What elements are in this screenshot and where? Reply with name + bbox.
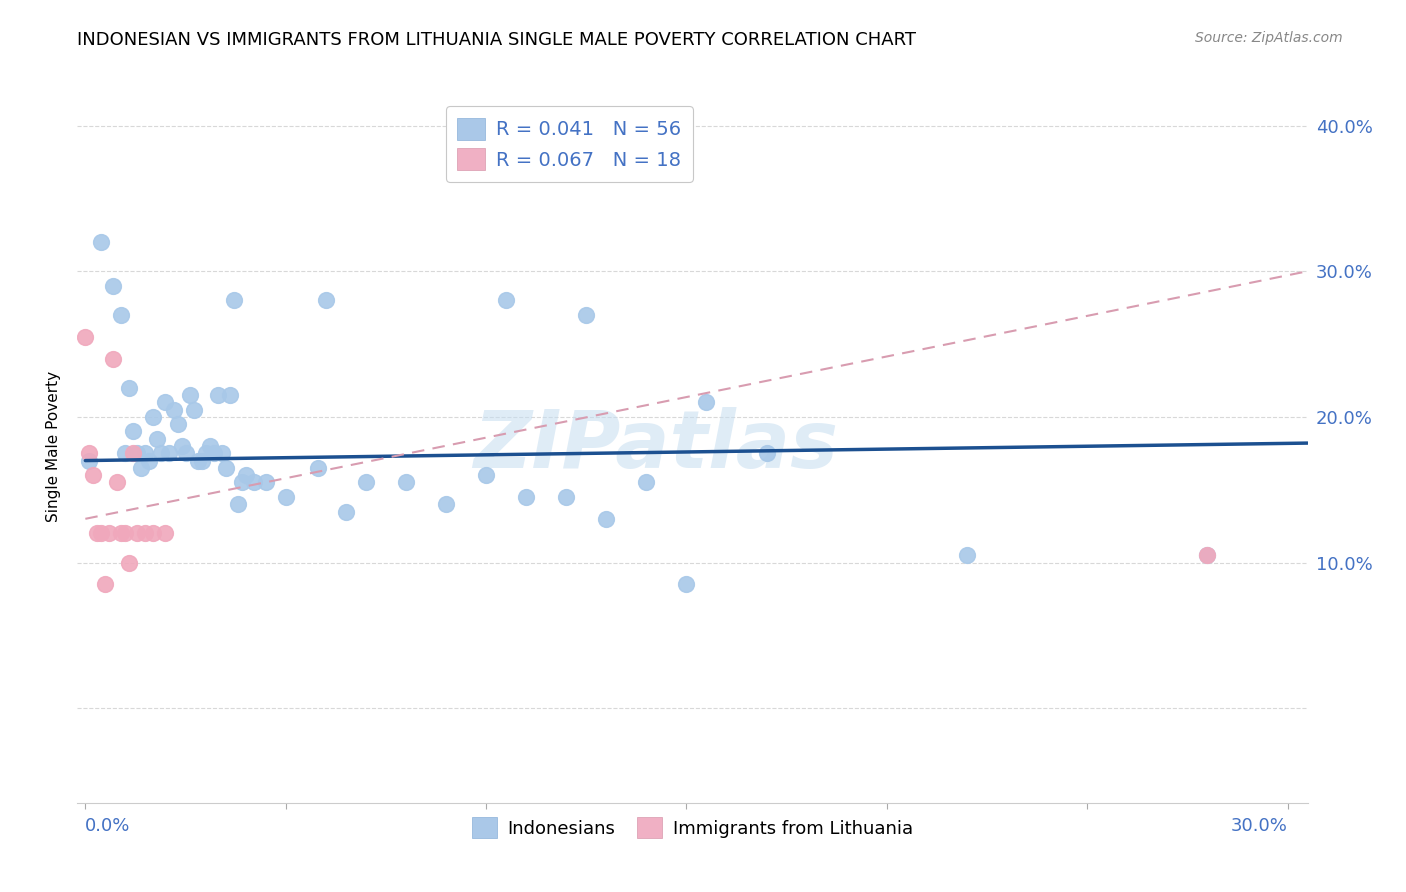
Point	[242, 475, 264, 490]
Point	[79, 446, 101, 460]
Point	[231, 475, 253, 490]
Point	[155, 395, 177, 409]
Point	[187, 453, 209, 467]
Point	[1197, 548, 1219, 562]
Point	[127, 526, 149, 541]
Point	[207, 388, 229, 402]
Point	[174, 446, 197, 460]
Point	[170, 439, 193, 453]
Point	[211, 446, 233, 460]
Point	[315, 293, 337, 308]
Point	[1197, 548, 1219, 562]
Point	[575, 308, 598, 322]
Point	[214, 460, 236, 475]
Point	[118, 381, 141, 395]
Point	[335, 504, 357, 518]
Point	[183, 402, 205, 417]
Point	[107, 475, 129, 490]
Point	[134, 446, 156, 460]
Point	[86, 526, 108, 541]
Point	[218, 388, 240, 402]
Point	[94, 577, 117, 591]
Point	[142, 526, 165, 541]
Point	[194, 446, 217, 460]
Point	[98, 526, 121, 541]
Point	[122, 446, 145, 460]
Point	[146, 432, 169, 446]
Point	[222, 293, 245, 308]
Point	[395, 475, 418, 490]
Point	[150, 446, 173, 460]
Point	[274, 490, 297, 504]
Point	[595, 512, 617, 526]
Point	[118, 556, 141, 570]
Point	[142, 409, 165, 424]
Point	[226, 497, 249, 511]
Point	[636, 475, 658, 490]
Point	[127, 446, 149, 460]
Point	[159, 446, 181, 460]
Point	[202, 446, 225, 460]
Point	[138, 453, 160, 467]
Point	[103, 278, 125, 293]
Point	[354, 475, 377, 490]
Point	[90, 526, 112, 541]
Point	[190, 453, 212, 467]
Point	[475, 468, 498, 483]
Point	[254, 475, 277, 490]
Point	[434, 497, 457, 511]
Point	[79, 453, 101, 467]
Legend: Indonesians, Immigrants from Lithuania: Indonesians, Immigrants from Lithuania	[464, 810, 921, 845]
Point	[90, 235, 112, 249]
Point	[166, 417, 188, 432]
Point	[307, 460, 329, 475]
Text: ZIPatlas: ZIPatlas	[472, 407, 838, 485]
Point	[515, 490, 537, 504]
Point	[675, 577, 697, 591]
Point	[555, 490, 578, 504]
Point	[110, 308, 132, 322]
Point	[110, 526, 132, 541]
Text: 30.0%: 30.0%	[1230, 817, 1288, 836]
Point	[75, 330, 97, 344]
Point	[82, 468, 104, 483]
Point	[956, 548, 979, 562]
Point	[114, 446, 136, 460]
Point	[155, 526, 177, 541]
Point	[134, 526, 156, 541]
Y-axis label: Single Male Poverty: Single Male Poverty	[46, 370, 62, 522]
Point	[495, 293, 517, 308]
Point	[103, 351, 125, 366]
Text: INDONESIAN VS IMMIGRANTS FROM LITHUANIA SINGLE MALE POVERTY CORRELATION CHART: INDONESIAN VS IMMIGRANTS FROM LITHUANIA …	[77, 31, 917, 49]
Point	[235, 468, 257, 483]
Text: 0.0%: 0.0%	[86, 817, 131, 836]
Text: Source: ZipAtlas.com: Source: ZipAtlas.com	[1195, 31, 1343, 45]
Point	[122, 425, 145, 439]
Point	[131, 460, 153, 475]
Point	[198, 439, 221, 453]
Point	[695, 395, 717, 409]
Point	[755, 446, 778, 460]
Point	[162, 402, 184, 417]
Point	[179, 388, 201, 402]
Point	[114, 526, 136, 541]
